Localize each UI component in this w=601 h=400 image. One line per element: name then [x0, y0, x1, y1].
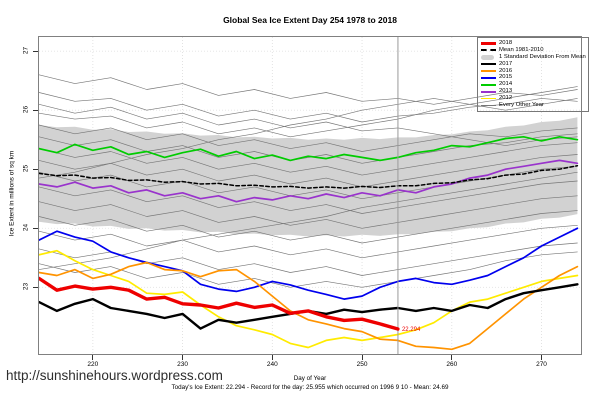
y-tick-label: 23: [22, 282, 30, 290]
y-tick-mark: [33, 286, 38, 288]
legend-swatch: [481, 54, 494, 60]
series-line-2013: [39, 159, 579, 203]
plot-canvas: 22.294: [39, 37, 581, 354]
legend-item-2013: 2013: [481, 88, 585, 95]
x-tick-label: 270: [536, 361, 547, 368]
legend-label: 2015: [499, 74, 513, 81]
y-tick-mark: [33, 227, 38, 229]
legend: 2018 Mean 1981-2010 1 Standard Deviation F…: [477, 37, 589, 112]
legend-item-1-standard-deviation-from-mean: 1 Standard Deviation From Mean: [481, 53, 586, 61]
other-year-line: [39, 180, 578, 214]
legend-swatch: [481, 97, 496, 100]
legend-label: 2013: [499, 88, 513, 95]
legend-swatch: [481, 90, 496, 93]
other-year-line: [39, 133, 578, 164]
legend-key-icon: [481, 41, 496, 45]
legend-key-icon: [481, 104, 496, 106]
other-year-line: [39, 98, 578, 179]
legend-label: Mean 1981-2010: [499, 46, 544, 53]
x-tick-mark: [361, 355, 363, 360]
legend-swatch: [481, 49, 496, 52]
legend-label: 2014: [499, 81, 513, 88]
other-year-line: [39, 224, 578, 259]
legend-item-2018: 2018: [481, 40, 585, 47]
legend-key-icon: [481, 49, 496, 52]
x-tick-label: 250: [356, 361, 368, 368]
mean-line: [39, 164, 579, 189]
y-tick-label: 25: [22, 164, 30, 172]
x-tick-mark: [541, 355, 543, 360]
legend-swatch: [481, 104, 496, 106]
legend-item-every-other-year: Every Other Year: [481, 102, 585, 109]
legend-label: 2017: [499, 60, 513, 67]
x-axis-label: Day of Year: [293, 375, 327, 382]
y-tick-label: 27: [22, 46, 30, 54]
other-year-line: [39, 124, 578, 152]
y-tick-mark: [33, 109, 38, 111]
legend-label: 2016: [499, 67, 513, 74]
legend-key-icon: [481, 54, 496, 60]
series-line-2018: [39, 276, 400, 331]
legend-item-2012: 2012: [481, 95, 585, 102]
chart-title: Global Sea Ice Extent Day 254 1978 to 20…: [223, 15, 397, 25]
legend-label: 2018: [499, 40, 513, 46]
x-tick-mark: [182, 355, 184, 360]
x-tick-label: 260: [446, 361, 458, 368]
series-line-2012: [39, 249, 579, 349]
series-line-2016: [39, 261, 579, 351]
legend-key-icon: [481, 90, 496, 93]
footer-caption: Today's Ice Extent: 22.294 - Record for …: [171, 384, 449, 391]
other-year-line: [39, 142, 578, 176]
other-year-line: [39, 74, 578, 105]
source-url: http://sunshinehours.wordpress.com: [6, 368, 223, 383]
other-year-line: [39, 210, 578, 244]
y-tick-mark: [33, 50, 38, 52]
legend-item-2015: 2015: [481, 74, 585, 81]
legend-key-icon: [481, 97, 496, 100]
legend-label: Every Other Year: [499, 102, 544, 109]
legend-swatch: [481, 70, 496, 72]
plot-area: 22.294: [38, 36, 582, 355]
x-tick-label: 240: [266, 361, 278, 368]
other-year-line: [39, 171, 578, 270]
current-value-label: 22.294: [402, 327, 421, 333]
y-tick-label: 26: [22, 105, 30, 113]
x-tick-mark: [92, 355, 94, 360]
x-tick-label: 220: [87, 361, 99, 368]
other-year-line: [39, 195, 578, 229]
other-year-line: [39, 154, 578, 188]
legend-item-2014: 2014: [481, 81, 585, 88]
legend-swatch: [481, 77, 496, 79]
legend-label: 1 Standard Deviation From Mean: [499, 53, 586, 60]
legend-label: 2012: [499, 95, 513, 102]
legend-key-icon: [481, 83, 496, 86]
y-axis-label: Ice Extent in millions of sq km: [8, 150, 16, 237]
other-year-line: [39, 86, 578, 138]
legend-item-2017: 2017: [481, 61, 585, 68]
y-tick-label: 24: [22, 223, 30, 231]
x-tick-mark: [271, 355, 273, 360]
legend-item-2016: 2016: [481, 68, 585, 75]
y-tick-mark: [33, 168, 38, 170]
legend-item-mean-1981-2010: Mean 1981-2010: [481, 47, 585, 54]
series-line-2015: [39, 227, 579, 300]
x-tick-mark: [451, 355, 453, 360]
x-tick-label: 230: [177, 361, 188, 368]
legend-key-icon: [481, 70, 496, 72]
other-year-line: [39, 251, 578, 288]
legend-key-icon: [481, 63, 496, 66]
legend-key-icon: [481, 77, 496, 79]
legend-swatch: [481, 41, 496, 45]
legend-swatch: [481, 63, 496, 66]
series-line-2014: [39, 135, 579, 162]
legend-swatch: [481, 83, 496, 86]
